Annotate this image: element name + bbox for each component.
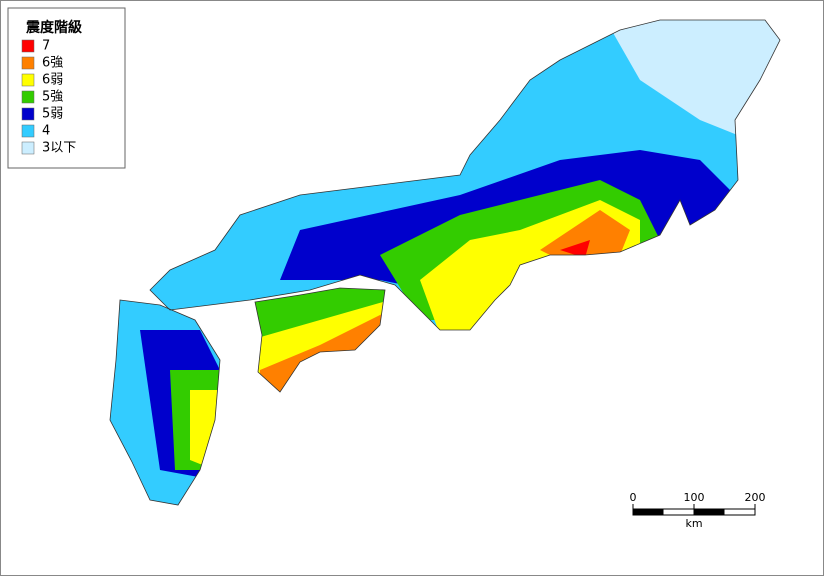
scale-tick-label: 100	[684, 491, 705, 504]
legend-box	[7, 7, 126, 169]
legend-label: 4	[42, 124, 50, 139]
legend-label: 6強	[42, 56, 63, 71]
scale-tick-label: 200	[745, 491, 766, 504]
legend-label: 5弱	[42, 107, 63, 122]
legend-swatch	[21, 39, 35, 53]
legend-swatch	[21, 107, 35, 121]
legend-label: 5強	[42, 90, 63, 105]
legend-swatch	[21, 124, 35, 138]
scale-tick-label: 0	[630, 491, 637, 504]
legend-title: 震度階級	[25, 19, 82, 36]
legend-swatch	[21, 90, 35, 104]
legend-label: 7	[42, 39, 50, 54]
legend-swatch	[21, 56, 35, 70]
legend-label: 3以下	[42, 141, 76, 156]
legend: 震度階級 7 6強 6弱 5強 5弱 4 3以下	[7, 7, 126, 169]
scale-unit: km	[685, 517, 702, 530]
legend-swatch	[21, 73, 35, 87]
legend-swatch	[21, 141, 35, 155]
scale-bar-black	[633, 509, 664, 515]
scale-bar: 0 100 200 km	[630, 491, 766, 530]
legend-label: 6弱	[42, 73, 63, 88]
coastlines	[109, 19, 781, 506]
scale-bar-black	[694, 509, 725, 515]
